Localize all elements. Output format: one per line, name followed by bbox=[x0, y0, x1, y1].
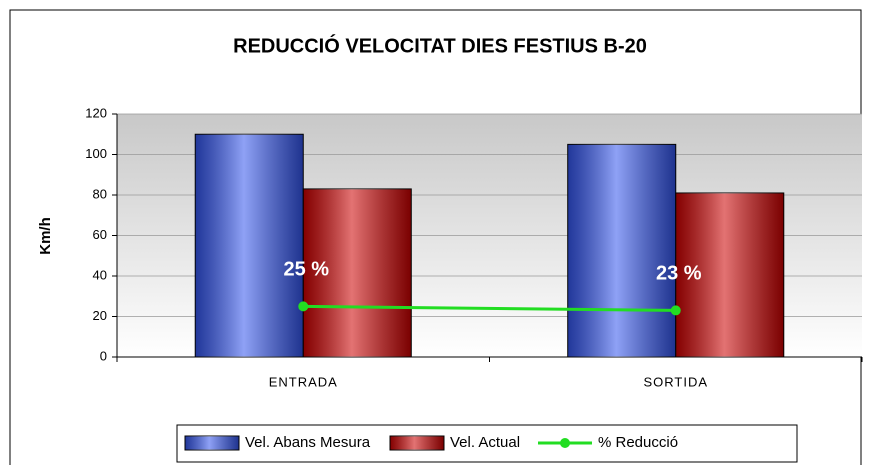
x-tick-label: ENTRADA bbox=[269, 374, 338, 389]
bar-shine bbox=[303, 188, 412, 357]
line bbox=[303, 304, 676, 312]
y-tick-label: 0 bbox=[100, 348, 107, 363]
legend-swatch-point bbox=[560, 438, 570, 448]
y-tick-label: 60 bbox=[93, 227, 107, 242]
data-label: 25 % bbox=[283, 259, 329, 281]
legend bbox=[176, 424, 798, 463]
legend-swatch-shine bbox=[185, 436, 239, 450]
legend-label: Vel. Actual bbox=[450, 434, 520, 451]
legend-label: % Reducció bbox=[598, 434, 678, 451]
line-point bbox=[670, 305, 681, 316]
y-tick-label: 40 bbox=[93, 267, 107, 282]
y-tick-label: 80 bbox=[93, 186, 107, 201]
legend-label: Vel. Abans Mesura bbox=[245, 434, 371, 451]
chart-title: REDUCCIÓ VELOCITAT DIES FESTIUS B-20 bbox=[233, 33, 647, 57]
y-tick-label: 100 bbox=[85, 146, 107, 161]
y-tick-label: 120 bbox=[85, 105, 107, 120]
y-axis-label: Km/h bbox=[37, 217, 54, 255]
x-tick-label: SORTIDA bbox=[643, 374, 708, 389]
data-label: 23 % bbox=[656, 263, 702, 285]
legend-swatch-shine bbox=[390, 436, 444, 450]
line-point bbox=[298, 301, 309, 312]
bar-shine bbox=[567, 144, 676, 357]
y-tick-label: 20 bbox=[93, 308, 107, 323]
bar-shine bbox=[675, 192, 784, 357]
bar-shine bbox=[195, 134, 304, 357]
